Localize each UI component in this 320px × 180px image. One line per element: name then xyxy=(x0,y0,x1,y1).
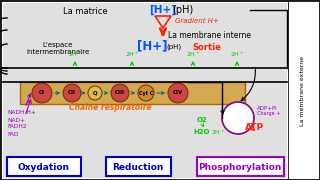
Circle shape xyxy=(63,84,81,102)
Text: ATP: ATP xyxy=(245,123,265,132)
Text: [H+]: [H+] xyxy=(137,39,167,53)
Text: CII: CII xyxy=(68,91,76,96)
Circle shape xyxy=(168,83,188,103)
FancyBboxPatch shape xyxy=(7,157,81,176)
Text: CIV: CIV xyxy=(173,91,183,96)
Text: 2H$^+$: 2H$^+$ xyxy=(211,129,225,138)
Text: Cyt C: Cyt C xyxy=(139,91,153,96)
Text: ADP+Pi: ADP+Pi xyxy=(257,105,278,111)
Text: Reduction: Reduction xyxy=(112,163,164,172)
Text: (pH): (pH) xyxy=(166,44,181,50)
Text: Sortie: Sortie xyxy=(192,44,221,53)
Text: [H+]: [H+] xyxy=(149,5,177,15)
FancyBboxPatch shape xyxy=(197,157,284,176)
Text: NADH,H+: NADH,H+ xyxy=(7,109,36,114)
Text: CI: CI xyxy=(39,91,45,96)
Text: Charge +: Charge + xyxy=(257,111,280,116)
Text: H2O: H2O xyxy=(194,129,210,135)
Text: 2H$^+$: 2H$^+$ xyxy=(124,51,140,59)
Text: Chaine respiratoire: Chaine respiratoire xyxy=(69,102,151,111)
Circle shape xyxy=(222,102,254,134)
Text: NAD+: NAD+ xyxy=(7,118,25,123)
Text: FAD: FAD xyxy=(7,132,18,136)
Circle shape xyxy=(111,84,129,102)
Text: CIII: CIII xyxy=(115,91,125,96)
FancyBboxPatch shape xyxy=(289,2,318,178)
Text: FADH2: FADH2 xyxy=(7,125,27,129)
Text: Oxydation: Oxydation xyxy=(18,163,70,172)
Text: La matrice: La matrice xyxy=(63,8,107,17)
Circle shape xyxy=(32,83,52,103)
Text: O2: O2 xyxy=(196,117,207,123)
Text: La membrane externe: La membrane externe xyxy=(300,56,306,126)
Text: La membrane interne: La membrane interne xyxy=(169,30,252,39)
Text: 2H$^+$: 2H$^+$ xyxy=(186,51,200,59)
Text: L'espace
intermembranaire: L'espace intermembranaire xyxy=(26,42,90,55)
FancyBboxPatch shape xyxy=(106,157,171,176)
FancyBboxPatch shape xyxy=(20,82,245,104)
Text: (pH): (pH) xyxy=(172,5,194,15)
Text: 2H$^+$: 2H$^+$ xyxy=(68,51,82,59)
Circle shape xyxy=(138,85,154,101)
Text: Q: Q xyxy=(93,91,97,96)
Text: Gradient H+: Gradient H+ xyxy=(175,18,219,24)
Text: 2H$^+$: 2H$^+$ xyxy=(230,51,244,59)
Text: Phosphorylation: Phosphorylation xyxy=(198,163,282,172)
Circle shape xyxy=(88,86,102,100)
FancyBboxPatch shape xyxy=(2,2,287,178)
